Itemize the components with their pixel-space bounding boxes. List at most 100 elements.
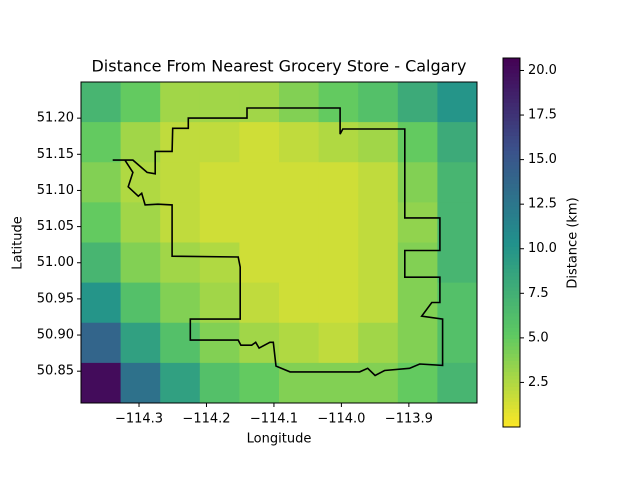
colorbar-tick-label: 20.0 — [528, 63, 557, 78]
colorbar-slice — [503, 386, 520, 391]
colorbar-slice — [503, 172, 520, 177]
heatmap-cell — [81, 162, 122, 203]
colorbar-slice — [503, 404, 520, 410]
heatmap-cell — [199, 202, 240, 243]
colorbar-slice — [503, 131, 520, 136]
colorbar-slice — [503, 128, 520, 133]
heatmap-cell — [199, 82, 240, 123]
heatmap-cell — [120, 122, 161, 163]
colorbar-tick-label: 12.5 — [528, 197, 557, 212]
colorbar-slice — [503, 120, 520, 125]
heatmap-cell — [279, 242, 320, 284]
colorbar-frame — [502, 57, 521, 428]
y-tick-label: 50.90 — [37, 328, 74, 343]
heatmap-cell — [239, 82, 280, 123]
colorbar-slice — [503, 76, 520, 81]
colorbar-slice — [503, 375, 520, 380]
colorbar-slice — [503, 423, 520, 428]
colorbar-slice — [503, 301, 520, 306]
colorbar-slice — [503, 401, 520, 406]
colorbar-slice — [503, 364, 520, 369]
heatmap-cell — [437, 122, 478, 163]
y-tick-label: 51.15 — [37, 147, 74, 162]
colorbar-slice — [503, 135, 520, 140]
heatmap-cell — [239, 202, 280, 243]
heatmap-cell — [239, 362, 280, 404]
colorbar-slice — [503, 286, 520, 291]
colorbar-slice — [503, 168, 520, 173]
colorbar-slice — [503, 117, 520, 122]
heatmap-cell — [160, 82, 201, 123]
colorbar-slice — [503, 153, 520, 159]
colorbar-slice — [503, 190, 520, 196]
colorbar-slice — [503, 294, 520, 299]
colorbar-slice — [503, 257, 520, 262]
heatmap-cell — [318, 282, 359, 324]
colorbar-slice — [503, 124, 520, 129]
colorbar-slice — [503, 187, 520, 192]
y-axis-label: Latitude — [11, 216, 26, 270]
x-tick-label: −114.1 — [250, 412, 298, 427]
colorbar-slice — [503, 201, 520, 207]
colorbar-slice — [503, 338, 520, 343]
heatmap-cell — [120, 322, 161, 364]
colorbar-slice — [503, 238, 520, 243]
heatmap-cell — [160, 282, 201, 324]
colorbar-slice — [503, 161, 520, 166]
colorbar-slice — [503, 216, 520, 221]
colorbar-slice — [503, 113, 520, 118]
colorbar-slice — [503, 316, 520, 321]
y-tick-label: 51.05 — [37, 219, 74, 234]
colorbar-slice — [503, 109, 520, 114]
colorbar-slice — [503, 342, 520, 347]
heatmap-cell — [358, 82, 399, 123]
colorbar-slice — [503, 345, 520, 351]
colorbar-tick-label: 15.0 — [528, 152, 557, 167]
colorbar-slice — [503, 249, 520, 255]
heatmap-cell — [199, 162, 240, 203]
heatmap-cell — [318, 242, 359, 284]
heatmap-cell — [279, 82, 320, 123]
colorbar-tick-label: 7.5 — [528, 286, 549, 301]
colorbar-slice — [503, 205, 520, 210]
colorbar-slice — [503, 102, 520, 107]
city-boundary — [112, 107, 444, 377]
colorbar-slice — [503, 334, 520, 339]
heatmap-cell — [279, 282, 320, 324]
colorbar-slice — [503, 246, 520, 251]
heatmap-cell — [358, 162, 399, 203]
colorbar-slice — [503, 360, 520, 365]
colorbar-slice — [503, 290, 520, 295]
heatmap-cell — [358, 202, 399, 243]
y-tick-label: 50.95 — [37, 291, 74, 306]
plot-frame — [80, 81, 478, 404]
colorbar-slice — [503, 268, 520, 273]
colorbar-slice — [503, 415, 520, 421]
heatmap-cell — [397, 322, 438, 364]
colorbar-slice — [503, 83, 520, 89]
colorbar-slice — [503, 371, 520, 376]
y-tick-label: 51.00 — [37, 255, 74, 270]
colorbar-slice — [503, 279, 520, 284]
heatmap-cell — [199, 282, 240, 324]
colorbar-slice — [503, 408, 520, 413]
colorbar-tick-label: 10.0 — [528, 241, 557, 256]
heatmap-cell — [358, 242, 399, 284]
colorbar-slice — [503, 308, 520, 314]
colorbar-slice — [503, 87, 520, 92]
colorbar-slice — [503, 382, 520, 387]
colorbar-slice — [503, 356, 520, 362]
heatmap-cell — [120, 242, 161, 284]
heatmap-cell — [199, 122, 240, 163]
chart-title: Distance From Nearest Grocery Store - Ca… — [91, 57, 466, 76]
colorbar-slice — [503, 367, 520, 373]
heatmap-cell — [160, 242, 201, 284]
heatmap-cell — [239, 282, 280, 324]
heatmap-cell — [199, 242, 240, 284]
heatmap-cell — [239, 242, 280, 284]
colorbar-slice — [503, 231, 520, 236]
colorbar-slice — [503, 146, 520, 151]
heatmap-cell — [160, 362, 201, 404]
heatmap-cell — [120, 282, 161, 324]
colorbar-slice — [503, 353, 520, 358]
